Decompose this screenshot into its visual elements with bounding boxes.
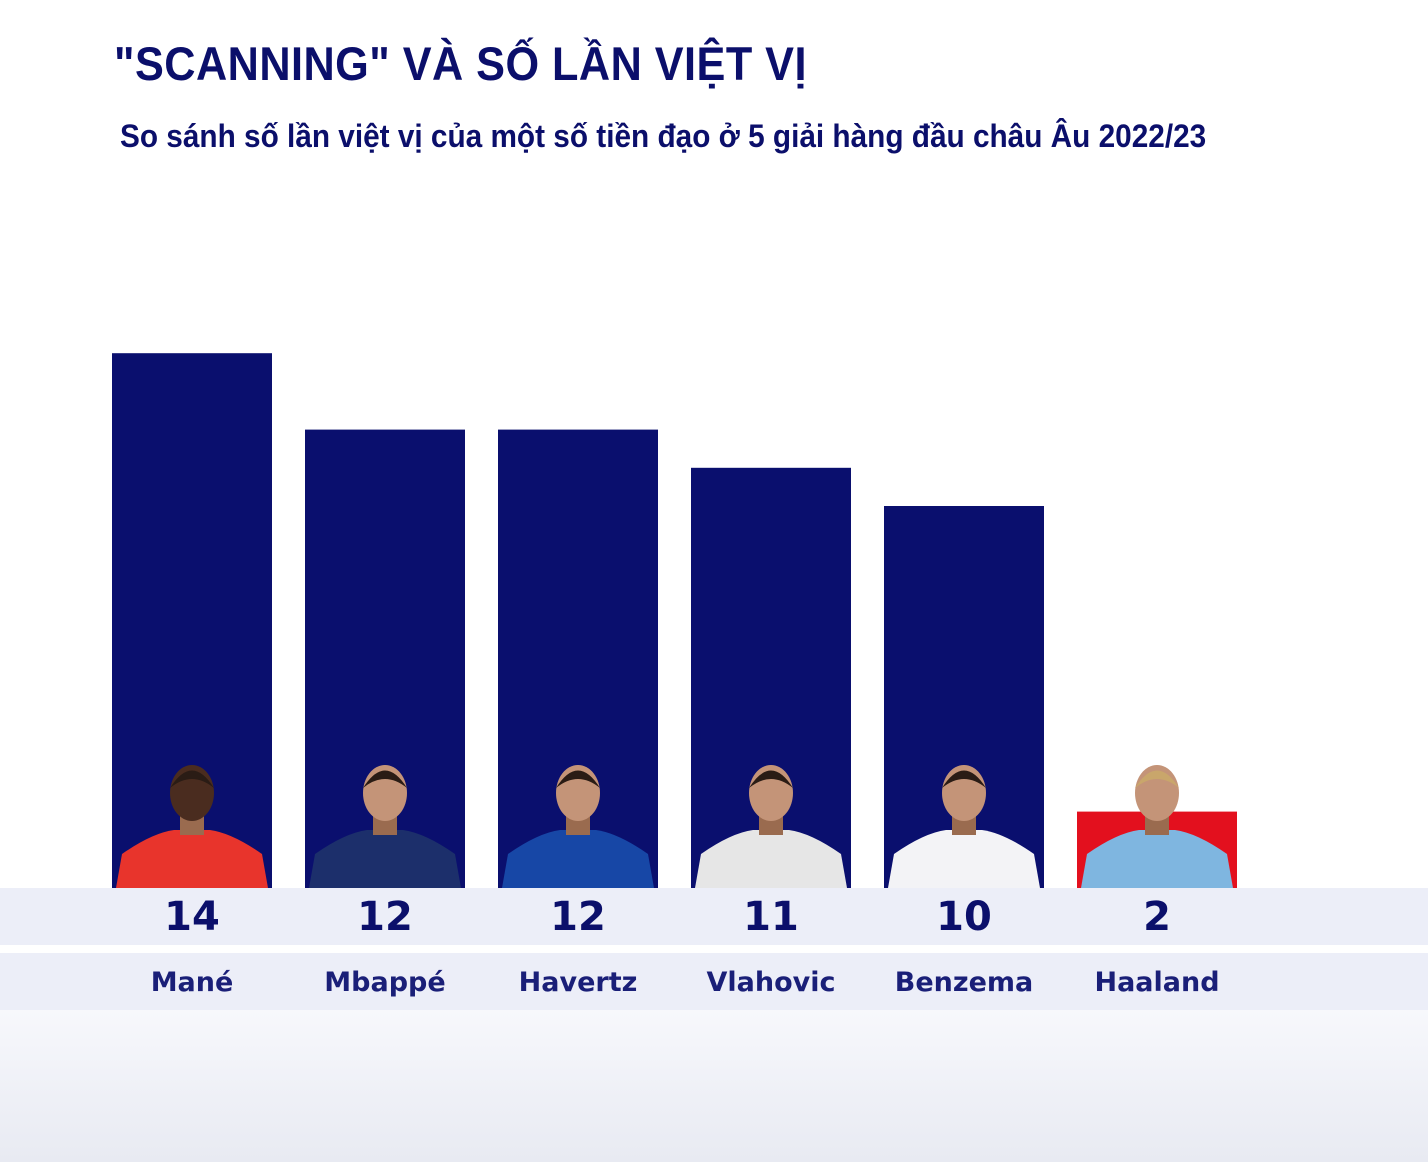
value-label: 12	[550, 894, 606, 940]
value-label: 12	[357, 894, 413, 940]
player-photo	[1081, 765, 1233, 888]
bar-group	[691, 467, 851, 888]
value-label: 11	[743, 894, 799, 940]
bar-group	[112, 353, 272, 888]
category-label: Vlahovic	[706, 967, 836, 998]
category-label: Mané	[150, 967, 234, 998]
chart-title: "SCANNING" VÀ SỐ LẦN VIỆT VỊ	[114, 37, 807, 90]
bottom-background	[0, 1010, 1428, 1162]
value-label: 10	[936, 894, 992, 940]
bar-group	[884, 506, 1044, 888]
bar-group	[1077, 765, 1237, 888]
category-label: Haaland	[1094, 967, 1220, 998]
category-label: Havertz	[518, 967, 638, 998]
category-label: Mbappé	[324, 967, 446, 998]
player-photo	[502, 765, 654, 888]
bar-group	[498, 429, 658, 888]
category-label-band	[0, 953, 1428, 1010]
value-label: 2	[1143, 894, 1171, 940]
player-photo	[695, 765, 847, 888]
player-photo	[309, 765, 461, 888]
value-label: 14	[164, 894, 220, 940]
value-label-band	[0, 888, 1428, 945]
player-photo	[888, 765, 1040, 888]
chart-subtitle: So sánh số lần việt vị của một số tiền đ…	[120, 118, 1207, 154]
category-label: Benzema	[894, 967, 1034, 998]
bar-group	[305, 429, 465, 888]
player-photo	[116, 765, 268, 888]
